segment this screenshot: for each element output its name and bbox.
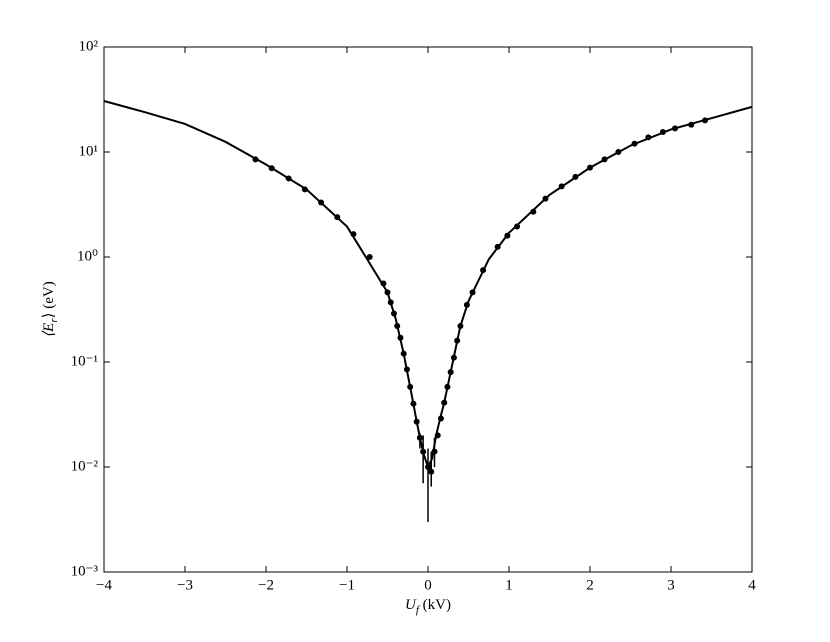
data-point xyxy=(350,231,357,238)
y-tick-label: 10⁰ xyxy=(77,248,98,264)
data-point xyxy=(431,448,438,455)
data-point xyxy=(384,289,391,296)
data-point xyxy=(454,337,461,344)
data-point xyxy=(450,354,457,361)
data-point xyxy=(659,129,666,136)
x-tick-label: 1 xyxy=(505,577,513,593)
data-point xyxy=(420,448,427,455)
data-point xyxy=(587,164,593,171)
data-point xyxy=(601,156,608,163)
data-point xyxy=(615,149,622,155)
data-point xyxy=(407,383,414,390)
data-point xyxy=(558,183,565,190)
data-point xyxy=(434,432,441,439)
data-point xyxy=(702,117,709,124)
data-point xyxy=(403,366,410,373)
data-point xyxy=(444,383,451,390)
y-tick-label: 10² xyxy=(79,38,99,54)
y-tick-label: 10⁻² xyxy=(71,458,99,474)
data-point xyxy=(631,140,638,147)
data-point xyxy=(672,125,679,132)
data-point xyxy=(514,223,521,230)
x-tick-label: −3 xyxy=(177,577,193,593)
data-point xyxy=(390,310,397,317)
data-point xyxy=(494,243,501,250)
data-point xyxy=(688,121,695,128)
data-point xyxy=(413,418,420,425)
data-point xyxy=(285,175,292,182)
data-point xyxy=(334,214,341,221)
data-point xyxy=(463,301,470,308)
data-point xyxy=(530,208,537,215)
y-tick-label: 10¹ xyxy=(79,143,99,159)
x-tick-label: −2 xyxy=(258,577,274,593)
data-point xyxy=(457,323,464,330)
y-tick-label: 10⁻³ xyxy=(71,563,99,579)
data-point xyxy=(416,434,423,441)
data-point xyxy=(387,299,394,306)
data-point xyxy=(441,399,448,406)
data-point xyxy=(301,186,308,193)
x-tick-label: −4 xyxy=(96,577,112,593)
x-tick-label: 2 xyxy=(586,577,594,593)
data-point xyxy=(542,195,549,202)
data-point xyxy=(428,468,435,475)
x-axis-label: Uf (kV) xyxy=(405,597,451,615)
x-tick-label: −1 xyxy=(339,577,355,593)
data-point xyxy=(380,280,387,287)
x-axis-label-unit: (kV) xyxy=(419,597,451,613)
x-tick-label: 3 xyxy=(667,577,675,593)
data-point xyxy=(480,267,487,274)
y-axis-label: ⟨Er⟩ (eV) xyxy=(41,281,59,337)
y-axis-label-symbol: ⟨E xyxy=(41,323,57,338)
data-point xyxy=(400,350,407,357)
y-tick-label: 10⁻¹ xyxy=(71,353,98,369)
x-tick-label: 4 xyxy=(748,577,756,593)
data-point xyxy=(410,400,417,407)
data-point xyxy=(645,134,652,141)
data-point xyxy=(268,165,275,172)
data-point xyxy=(397,334,404,341)
data-point xyxy=(252,156,259,163)
x-axis-label-subscript: f xyxy=(416,604,421,616)
data-point xyxy=(394,323,401,330)
y-axis-label-subscript: r xyxy=(48,318,60,323)
data-point xyxy=(425,464,431,470)
data-point xyxy=(318,199,325,206)
data-point xyxy=(504,232,511,239)
data-point xyxy=(572,173,579,180)
x-tick-label: 0 xyxy=(424,577,432,593)
x-axis-label-symbol: U xyxy=(405,597,417,613)
y-axis-label-unit: ⟩ (eV) xyxy=(41,281,57,318)
data-point xyxy=(366,254,373,260)
curve xyxy=(103,100,753,470)
data-point xyxy=(437,415,444,422)
data-point xyxy=(469,289,476,296)
data-point xyxy=(447,369,454,376)
